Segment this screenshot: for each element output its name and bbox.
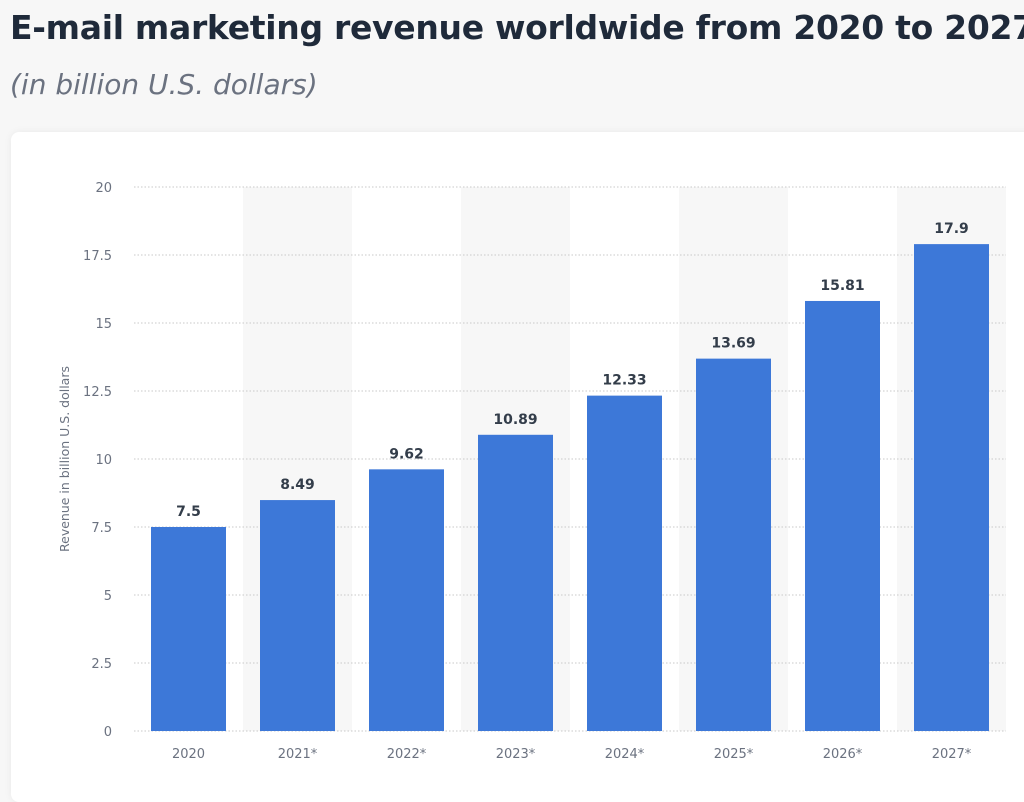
data-label: 15.81 — [820, 278, 864, 294]
y-tick-label: 5 — [104, 589, 112, 604]
y-tick-label: 10 — [95, 453, 112, 468]
bar-2027 — [914, 244, 989, 731]
page-title: E-mail marketing revenue worldwide from … — [10, 8, 1024, 47]
bar-2022 — [369, 469, 444, 731]
x-tick-label: 2022* — [387, 747, 427, 762]
x-tick-label: 2021* — [278, 747, 318, 762]
bar-2020 — [151, 527, 226, 731]
data-label: 13.69 — [711, 336, 755, 352]
data-label: 8.49 — [280, 477, 315, 493]
x-tick-label: 2025* — [714, 747, 754, 762]
y-tick-label: 7.5 — [91, 521, 112, 536]
data-label: 7.5 — [176, 504, 201, 520]
data-label: 9.62 — [389, 446, 424, 462]
bar-2021 — [260, 500, 335, 731]
bar-chart: 0 2.5 5 7.5 10 12.5 15 17.5 20 7.5 2020 8.49 2021* 9… — [57, 181, 1006, 762]
x-tick-label: 2023* — [496, 747, 536, 762]
y-axis-label: Revenue in billion U.S. dollars — [57, 366, 72, 552]
y-tick-label: 17.5 — [83, 249, 112, 264]
bar-2023 — [478, 434, 553, 731]
x-tick-label: 2027* — [932, 747, 972, 762]
y-tick-label: 15 — [95, 317, 112, 332]
x-tick-label: 2024* — [605, 747, 645, 762]
data-label: 17.9 — [934, 221, 969, 237]
bar-2025 — [696, 358, 771, 731]
page-subtitle: (in billion U.S. dollars) — [10, 68, 318, 101]
data-label: 10.89 — [493, 412, 537, 428]
bar-2024 — [587, 395, 662, 731]
y-tick-label: 12.5 — [83, 385, 112, 400]
y-tick-label: 2.5 — [91, 657, 112, 672]
x-tick-label: 2020 — [172, 747, 205, 762]
x-tick-label: 2026* — [823, 747, 863, 762]
y-tick-label: 0 — [104, 725, 112, 740]
data-label: 12.33 — [602, 373, 646, 389]
bar-2026 — [805, 300, 880, 731]
y-tick-label: 20 — [95, 181, 112, 196]
